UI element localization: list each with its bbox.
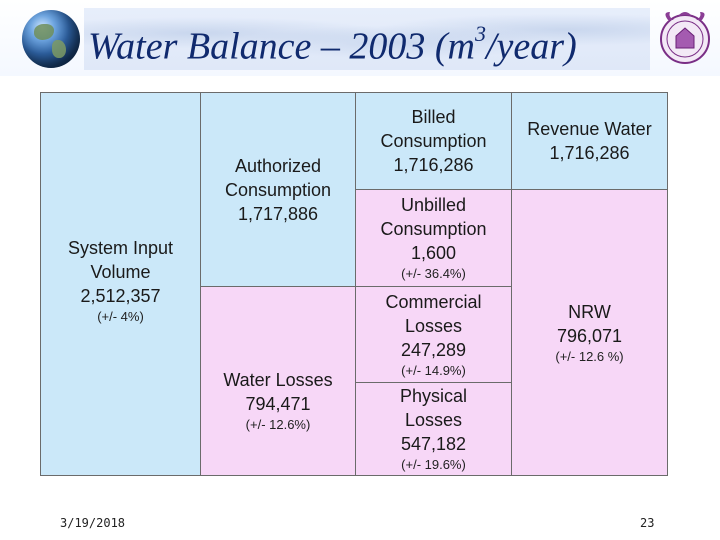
nrw-uncertainty: (+/- 12.6 %) (555, 348, 624, 364)
commercial-uncertainty: (+/- 14.9%) (401, 362, 466, 378)
water-losses-label: Water Losses (223, 370, 333, 390)
authorized-value: 1,717,886 (237, 203, 319, 224)
revenue-label: Revenue Water (527, 119, 652, 139)
unbilled-label-2: Consumption (380, 219, 487, 239)
physical-uncertainty: (+/- 19.6%) (401, 457, 466, 472)
title-end: /year) (485, 25, 577, 68)
water-losses-value: 794,471 (245, 394, 311, 414)
billed-consumption-cell: Billed Consumption 1,716,286 (356, 93, 512, 190)
nrw-label: NRW (568, 301, 611, 322)
unbilled-value: 1,600 (410, 243, 457, 263)
unbilled-label-1: Unbilled (400, 195, 467, 215)
world-map-banner (84, 8, 650, 70)
globe-landmass (34, 24, 54, 40)
system-input-volume-block: System Input Volume 2,512,357 (+/- 4%) (41, 93, 201, 475)
billed-label-1: Billed (411, 107, 456, 127)
revenue-water-cell: Revenue Water 1,716,286 (512, 93, 667, 190)
water-balance-table: System Input Volume 2,512,357 (+/- 4%) A… (40, 92, 668, 476)
commercial-value: 247,289 (400, 339, 467, 360)
water-losses-uncertainty: (+/- 12.6%) (245, 417, 311, 432)
nrw-cell: NRW 796,071 (+/- 12.6 %) (512, 190, 667, 475)
authorized-label-2: Consumption (224, 179, 332, 200)
commercial-label-1: Commercial (385, 291, 482, 312)
system-input-value: 2,512,357 (80, 286, 161, 306)
commercial-losses-cell: Commercial Losses 247,289 (+/- 14.9%) (356, 287, 512, 383)
revenue-value: 1,716,286 (549, 143, 630, 163)
physical-label-2: Losses (404, 410, 463, 430)
unbilled-uncertainty: (+/- 36.4%) (401, 266, 466, 281)
nrw-value: 796,071 (556, 325, 623, 346)
system-input-label-1: System Input (67, 238, 174, 258)
slide-date: 3/19/2018 (60, 516, 126, 530)
slide-title: Water Balance – 2003 (m3/year) (88, 12, 577, 68)
globe-landmass (52, 40, 66, 58)
system-input-label-2: Volume (90, 262, 151, 282)
physical-value: 547,182 (400, 434, 467, 454)
water-losses-cell: Water Losses 794,471 (+/- 12.6%) (201, 287, 356, 475)
physical-label-1: Physical (399, 386, 468, 406)
commercial-label-2: Losses (404, 315, 463, 336)
authorized-label-1: Authorized (234, 155, 322, 176)
globe-icon (22, 10, 80, 68)
title-main: Water Balance – 2003 (m (88, 25, 475, 68)
university-seal-icon (660, 12, 710, 64)
physical-losses-cell: Physical Losses 547,182 (+/- 19.6%) (356, 383, 512, 475)
system-input-uncertainty: (+/- 4%) (97, 309, 144, 324)
billed-label-2: Consumption (380, 131, 487, 151)
slide-header: Water Balance – 2003 (m3/year) (0, 0, 720, 76)
unbilled-consumption-cell: Unbilled Consumption 1,600 (+/- 36.4%) (356, 190, 512, 287)
slide-page-number: 23 (640, 516, 655, 530)
authorized-consumption-cell: Authorized Consumption 1,717,886 (201, 93, 356, 287)
billed-value: 1,716,286 (393, 155, 474, 175)
title-superscript: 3 (474, 21, 486, 46)
